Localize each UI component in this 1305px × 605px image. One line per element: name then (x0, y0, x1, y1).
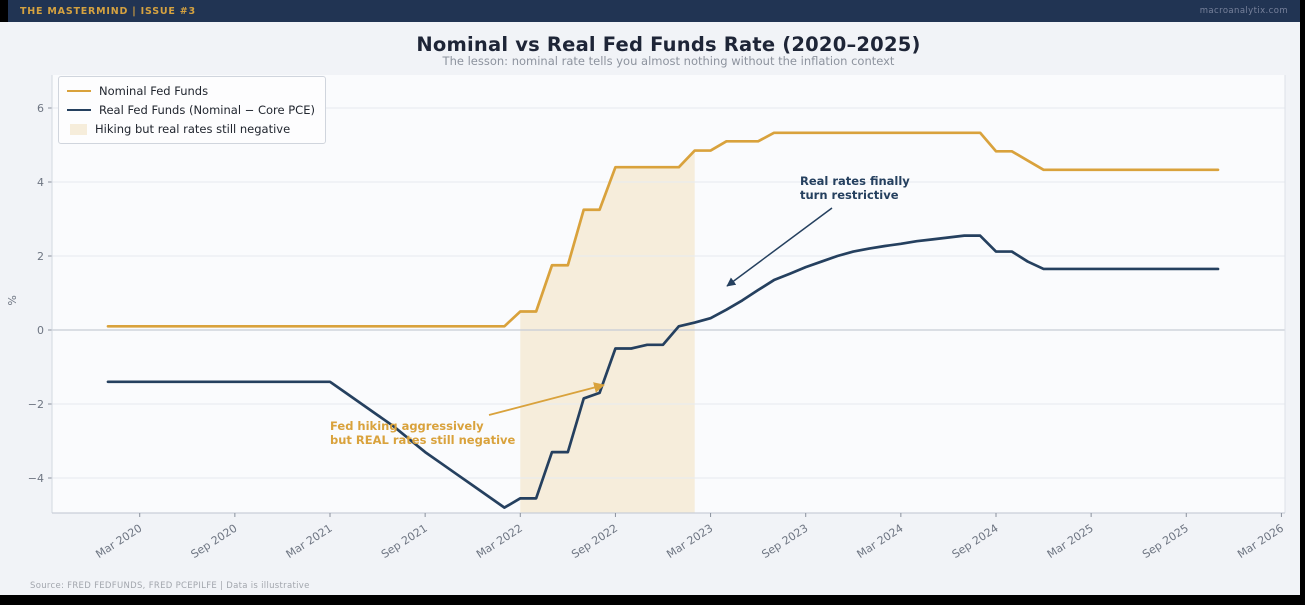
x-tick-label: Mar 2025 (1045, 522, 1096, 561)
real-line-swatch (67, 109, 91, 111)
real-fed-funds-line (106, 234, 1220, 509)
y-tick-label: −4 (28, 472, 44, 485)
annotation-hiking-negative: Fed hiking aggressively but REAL rates s… (330, 419, 515, 447)
top-header-bar: THE MASTERMIND | ISSUE #3 macroanalytix.… (8, 0, 1300, 22)
x-tick-label: Sep 2024 (950, 522, 1001, 561)
annotation-line: Fed hiking aggressively (330, 419, 484, 433)
legend-label: Nominal Fed Funds (99, 84, 209, 98)
source-note: Source: FRED FEDFUNDS, FRED PCEPILFE | D… (30, 581, 310, 591)
chart-plot-area: 6 4 2 0 −2 −4 Mar 2020 Sep 2020 Mar 2021 Sep 2021… (6, 75, 1286, 561)
chart-legend: Nominal Fed Funds Real Fed Funds (Nomina… (58, 76, 326, 144)
x-tick-label: Mar 2026 (1235, 522, 1286, 561)
legend-label: Hiking but real rates still negative (95, 122, 291, 136)
x-tick-label: Sep 2021 (379, 522, 430, 561)
legend-item-nominal: Nominal Fed Funds (67, 83, 315, 99)
x-tick-label: Mar 2022 (474, 522, 525, 561)
y-tick-label: 0 (37, 324, 44, 337)
annotation-line: Real rates finally (800, 174, 910, 188)
legend-item-band: Hiking but real rates still negative (67, 121, 315, 137)
x-tick-label: Mar 2023 (664, 522, 715, 561)
y-tick-label: −2 (28, 398, 44, 411)
annotation-real-restrictive: Real rates finally turn restrictive (800, 174, 910, 202)
nominal-line-swatch (67, 90, 91, 92)
x-tick-label: Sep 2025 (1140, 522, 1191, 561)
y-tick-label: 2 (37, 250, 44, 263)
annotation-line: but REAL rates still negative (330, 433, 516, 447)
x-tick-label: Mar 2020 (93, 522, 144, 561)
x-tick-label: Sep 2023 (759, 522, 810, 561)
legend-label: Real Fed Funds (Nominal − Core PCE) (99, 103, 315, 117)
band-swatch (70, 123, 87, 135)
chart-subtitle: The lesson: nominal rate tells you almos… (442, 54, 895, 68)
legend-item-real: Real Fed Funds (Nominal − Core PCE) (67, 102, 315, 118)
chart-figure: Nominal vs Real Fed Funds Rate (2020–202… (0, 22, 1300, 595)
x-tick-label: Mar 2024 (855, 522, 906, 561)
annotation-line: turn restrictive (800, 188, 899, 202)
x-tick-label: Sep 2022 (569, 522, 620, 561)
brand-title: THE MASTERMIND | ISSUE #3 (20, 5, 196, 17)
x-tick-label: Sep 2020 (189, 522, 240, 561)
arrow-hiking-negative (488, 382, 605, 416)
y-tick-label: 4 (37, 176, 44, 189)
site-url: macroanalytix.com (1199, 6, 1288, 16)
x-tick-label: Mar 2021 (284, 522, 335, 561)
y-tick-label: 6 (37, 102, 44, 115)
nominal-fed-funds-line (106, 131, 1220, 328)
bottom-black-bar (8, 595, 1305, 605)
y-axis-label: % (6, 295, 19, 305)
chart-title: Nominal vs Real Fed Funds Rate (2020–202… (416, 33, 921, 56)
shaded-band-hiking-negative (520, 150, 695, 514)
arrow-real-restrictive (726, 207, 833, 287)
